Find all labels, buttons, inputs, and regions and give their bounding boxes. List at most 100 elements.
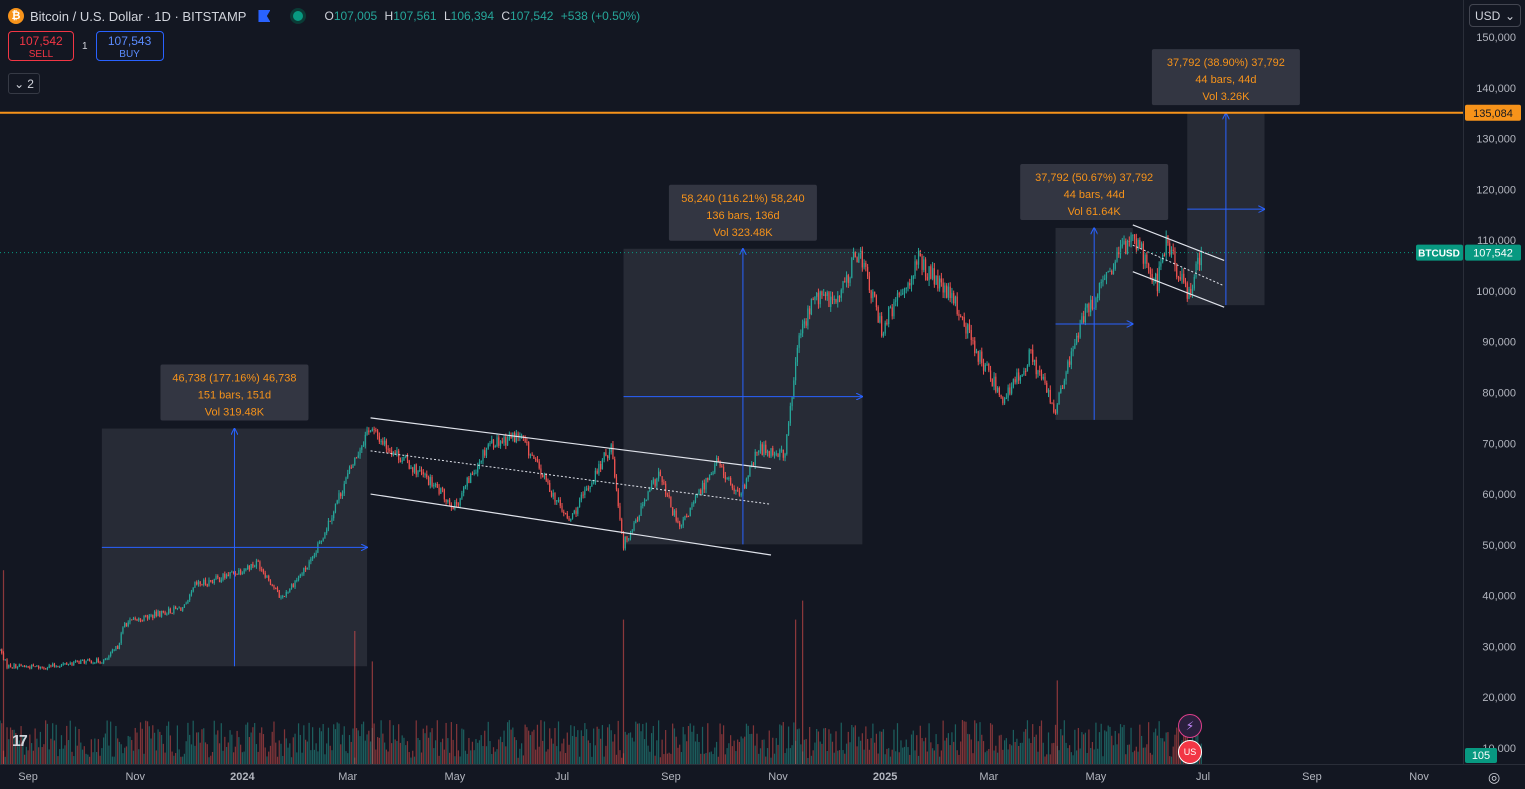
candle	[1021, 374, 1023, 377]
volume-bar	[456, 723, 458, 764]
volume-bar	[368, 730, 370, 764]
candle	[341, 493, 344, 497]
volume-bar	[521, 743, 523, 764]
candle	[67, 664, 70, 666]
candle	[141, 620, 143, 622]
volume-bar	[831, 741, 834, 764]
volume-bar	[1081, 732, 1083, 764]
candle	[622, 532, 625, 549]
volume-bar	[540, 720, 542, 764]
volume-bar	[661, 739, 663, 764]
bolt-icon[interactable]: ⚡	[1178, 714, 1202, 738]
measure-label-box	[668, 184, 817, 241]
volume-bar	[1140, 735, 1143, 764]
volume-bar	[710, 751, 712, 764]
candle	[282, 596, 284, 598]
settings-icon[interactable]: ◎	[1488, 769, 1501, 785]
volume-bar	[1111, 735, 1113, 764]
volume-bar	[849, 742, 851, 764]
candle	[197, 581, 200, 585]
candle	[1095, 298, 1097, 308]
sell-button[interactable]: 107,542 SELL	[8, 31, 74, 61]
volume-bar	[642, 723, 644, 764]
volume-bar	[499, 736, 502, 764]
currency-select[interactable]: USD ⌄	[1469, 4, 1521, 27]
volume-bar	[364, 740, 366, 764]
candle	[1030, 349, 1032, 351]
volume-bar	[23, 754, 26, 764]
candle	[1054, 412, 1057, 414]
candle	[796, 347, 798, 363]
candle	[866, 266, 869, 277]
candle	[635, 519, 637, 523]
volume-bar	[1174, 734, 1176, 764]
candle	[208, 580, 210, 586]
volume-bar	[881, 731, 883, 764]
candle	[652, 479, 654, 484]
indicators-toggle-button[interactable]: ⌄ 2	[8, 73, 40, 94]
candle	[816, 292, 818, 297]
volume-bar	[1116, 744, 1118, 764]
candle	[858, 253, 860, 263]
volume-bar	[747, 725, 749, 764]
volume-bar	[659, 757, 661, 764]
candle	[436, 484, 438, 488]
candle	[241, 573, 243, 575]
volume-bar	[1007, 749, 1009, 764]
volume-bar	[1105, 731, 1108, 764]
ohlc-low-label: L	[443, 9, 451, 23]
volume-bar	[64, 745, 66, 764]
market-open-icon[interactable]	[290, 8, 307, 24]
volume-bar	[891, 749, 893, 764]
candle	[280, 597, 282, 599]
volume-bar	[482, 746, 484, 764]
tradingview-logo[interactable]: 17	[12, 733, 28, 750]
ohlc-high: 107,561	[393, 9, 437, 23]
buy-button[interactable]: 107,543 BUY	[95, 31, 164, 61]
volume-bar	[1162, 738, 1164, 764]
flag-icon[interactable]	[258, 10, 271, 22]
candle	[355, 457, 358, 459]
candle	[387, 448, 389, 450]
candle	[276, 587, 279, 591]
volume-bar	[357, 730, 359, 764]
volume-bar	[138, 749, 140, 764]
volume-bar	[733, 740, 735, 764]
volume-bar	[347, 753, 349, 764]
volume-bar	[1093, 749, 1095, 764]
candle	[359, 449, 361, 456]
volume-bar	[269, 745, 272, 764]
volume-bar	[185, 741, 187, 764]
volume-bar	[303, 725, 305, 764]
candle	[972, 339, 974, 341]
candle	[131, 619, 133, 621]
candle	[912, 276, 914, 280]
candle	[782, 449, 784, 458]
volume-bar	[928, 723, 930, 764]
us-flag-icon[interactable]: US	[1178, 740, 1202, 764]
volume-bar	[1058, 750, 1060, 764]
volume-bar	[1114, 730, 1116, 764]
volume-bar	[784, 753, 786, 764]
candle	[326, 529, 328, 533]
candle	[861, 250, 863, 268]
candle	[998, 387, 1000, 395]
ohlc-low: 106,394	[450, 9, 495, 23]
candle	[837, 295, 839, 303]
volume-bar	[847, 731, 849, 764]
candle	[731, 484, 733, 489]
symbol-title[interactable]: Bitcoin / U.S. Dollar · 1D · BITSTAMP	[30, 8, 247, 24]
candle	[187, 600, 189, 604]
candle	[1190, 289, 1192, 294]
volume-bar	[830, 733, 832, 764]
volume-bar	[301, 752, 303, 764]
volume-bar	[585, 729, 588, 764]
volume-bar	[405, 745, 407, 764]
candle	[401, 460, 403, 462]
volume-bar	[693, 725, 695, 764]
volume-bar	[331, 750, 333, 764]
candle	[821, 291, 823, 296]
volume-bar	[283, 729, 286, 764]
volume-bar	[993, 750, 995, 764]
